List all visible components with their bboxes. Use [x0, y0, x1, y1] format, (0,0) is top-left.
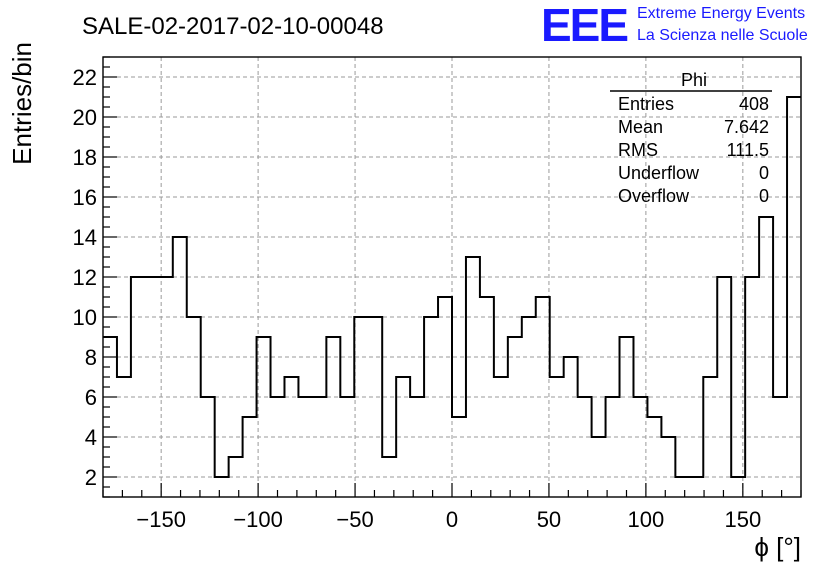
logo-line-1: Extreme Energy Events [637, 5, 805, 22]
stats-value: 0 [759, 186, 769, 206]
stats-label: Entries [618, 94, 674, 114]
y-tick-label: 18 [73, 145, 97, 170]
y-tick-label: 10 [73, 305, 97, 330]
y-tick-label: 22 [73, 65, 97, 90]
stats-box: Phi Entries 408 Mean 7.642 RMS 111.5 Underflow… [610, 70, 772, 206]
x-tick-label: 0 [446, 507, 458, 532]
x-tick-label: −150 [136, 507, 186, 532]
logo-letters: EEE [541, 0, 627, 51]
stats-title: Phi [681, 70, 707, 90]
y-tick-label: 16 [73, 185, 97, 210]
histogram-line [103, 96, 801, 478]
chart-title: SALE-02-2017-02-10-00048 [82, 13, 384, 40]
x-tick-label: 100 [628, 507, 665, 532]
stats-label: Overflow [618, 186, 690, 206]
y-tick-label: 8 [85, 345, 97, 370]
stats-rows: Entries 408 Mean 7.642 RMS 111.5 Underflow 0 Ove… [618, 94, 769, 206]
y-axis-label: Entries/bin [7, 42, 37, 165]
x-axis-label: ϕ [°] [754, 532, 801, 562]
y-tick-label: 6 [85, 385, 97, 410]
y-tick-label: 14 [73, 225, 97, 250]
stats-label: RMS [618, 140, 658, 160]
eee-logo: EEE Extreme Energy Events La Scienza nel… [541, 0, 808, 51]
y-tick-label: 12 [73, 265, 97, 290]
x-tick-label: 150 [724, 507, 761, 532]
stats-label: Mean [618, 117, 663, 137]
x-tick-label: −50 [336, 507, 373, 532]
y-tick-label: 2 [85, 465, 97, 490]
stats-value: 111.5 [727, 140, 769, 160]
x-tick-label: 50 [537, 507, 561, 532]
axes: −150 −100 −50 0 50 100 150 2 4 6 8 10 12 14 16 18 20 22 [73, 56, 802, 532]
y-tick-label: 4 [85, 425, 97, 450]
logo-line-2: La Scienza nelle Scuole [637, 27, 808, 44]
grid-lines [103, 57, 801, 497]
y-tick-label: 20 [73, 105, 97, 130]
stats-label: Underflow [618, 163, 700, 183]
x-tick-label: −100 [233, 507, 283, 532]
stats-value: 408 [739, 94, 769, 114]
stats-value: 7.642 [724, 117, 769, 137]
stats-value: 0 [759, 163, 769, 183]
